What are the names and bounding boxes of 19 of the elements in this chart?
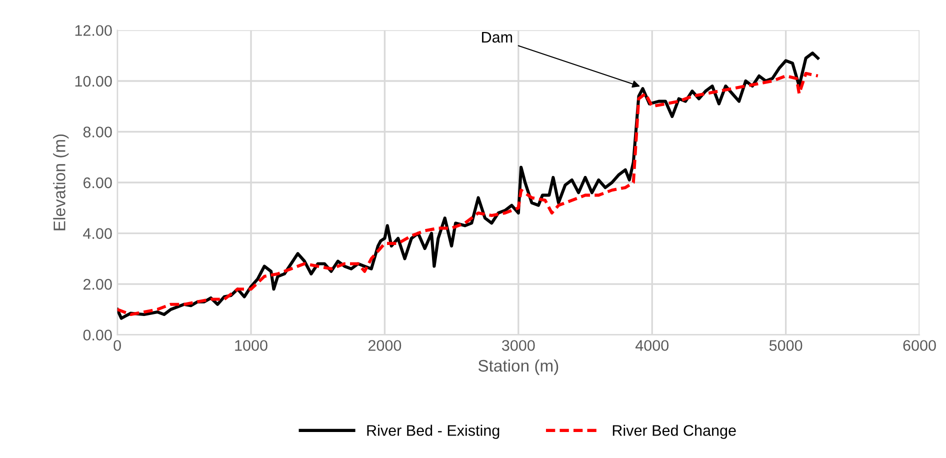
y-tick-label: 2.00: [83, 278, 112, 290]
x-tick-label: 6000: [903, 340, 936, 351]
x-tick-label: 5000: [769, 340, 802, 351]
x-axis-title: Station (m): [478, 359, 558, 375]
x-tick-label: 3000: [502, 340, 535, 351]
x-tick-label: 1000: [235, 340, 268, 351]
x-tick-label: 4000: [635, 340, 669, 351]
x-tick-label: 2000: [368, 340, 402, 351]
y-tick-label: 4.00: [83, 228, 112, 239]
y-tick-label: 0.00: [83, 330, 112, 340]
y-tick-label: 6.00: [83, 177, 112, 188]
legend-label: River Bed Change: [612, 424, 736, 439]
y-tick-label: 12.00: [75, 25, 112, 36]
legend-label: River Bed - Existing: [367, 424, 500, 439]
y-tick-label: 10.00: [75, 76, 112, 87]
y-tick-label: 8.00: [83, 126, 112, 138]
y-axis-title: Elevation (m): [53, 134, 69, 230]
x-tick-label: 0: [114, 340, 121, 351]
annotation: Dam: [482, 32, 512, 43]
